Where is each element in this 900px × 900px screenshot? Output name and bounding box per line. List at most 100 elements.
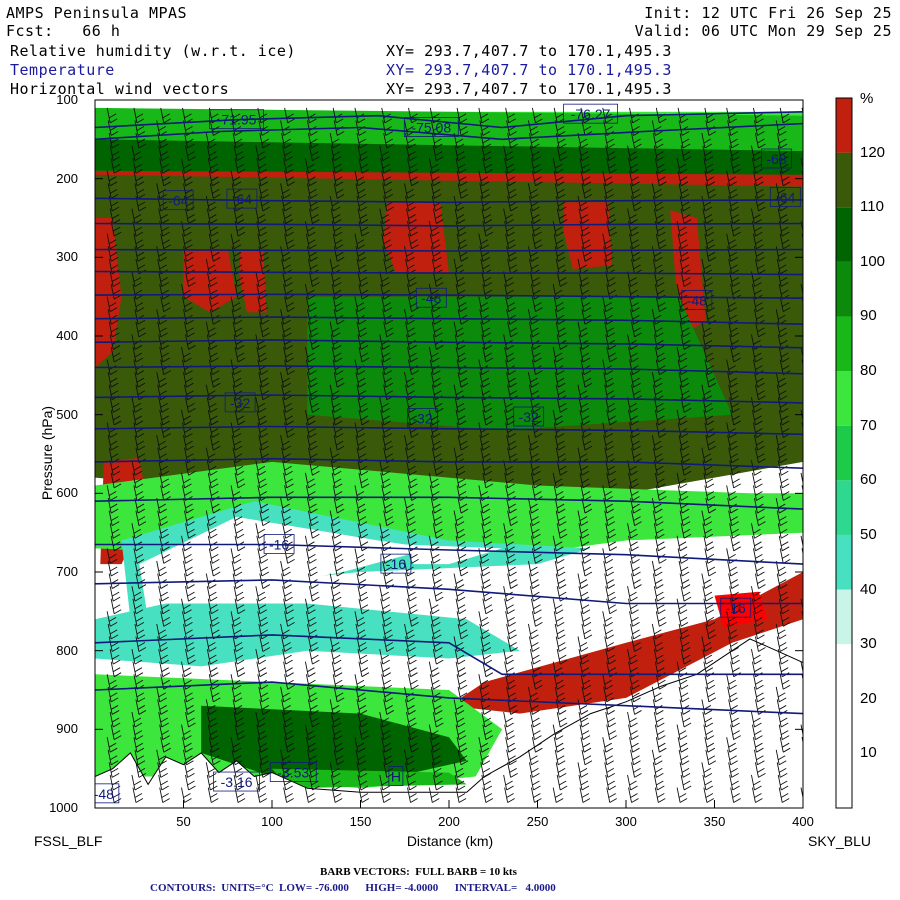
wind-barb <box>651 749 663 766</box>
wind-barb <box>776 636 788 652</box>
wind-barb <box>651 246 663 262</box>
wind-barb <box>627 460 638 476</box>
wind-barb <box>778 787 790 803</box>
wind-barb <box>135 321 147 338</box>
wind-barb <box>604 132 615 149</box>
wind-barb <box>531 170 543 187</box>
wind-barb <box>777 711 789 728</box>
wind-barb <box>653 711 665 728</box>
wind-barb <box>429 548 441 564</box>
wind-barb <box>481 271 493 287</box>
wind-barb <box>156 372 167 388</box>
wind-barb <box>478 233 490 250</box>
wind-barb <box>109 460 121 476</box>
wind-barb <box>135 132 147 149</box>
wind-barb <box>358 598 370 615</box>
wind-barb <box>454 711 466 728</box>
wind-barb <box>629 674 640 690</box>
wind-barb <box>606 724 617 741</box>
wind-barb <box>258 372 270 388</box>
wind-barb <box>676 724 688 741</box>
wind-barb <box>727 686 738 703</box>
wind-barb <box>754 510 766 527</box>
wind-barb <box>754 447 766 464</box>
wind-barb <box>729 711 740 728</box>
wind-barb <box>284 422 295 438</box>
left-end-label: FSSL_BLF <box>34 833 103 849</box>
wind-barb <box>432 711 444 728</box>
wind-barb <box>629 170 640 187</box>
wind-barb <box>156 560 167 577</box>
wind-barb <box>331 221 343 237</box>
wind-barb <box>158 649 169 665</box>
wind-barb <box>577 573 589 589</box>
wind-barb <box>602 296 613 313</box>
wind-barb <box>480 636 492 652</box>
wind-barb <box>332 296 344 313</box>
wind-barb <box>653 334 665 350</box>
colorbar-label: 10 <box>860 744 877 762</box>
wind-barb <box>503 523 514 539</box>
wind-barb <box>205 699 217 715</box>
wind-barb <box>775 120 787 136</box>
wind-barb <box>404 372 415 388</box>
wind-barb <box>380 598 391 615</box>
wind-barb <box>208 674 220 690</box>
wind-barb <box>804 511 814 526</box>
wind-barb <box>728 573 739 589</box>
wind-barb <box>679 510 691 527</box>
wind-barb <box>330 774 342 791</box>
wind-barb <box>750 711 762 728</box>
wind-barb <box>776 258 788 275</box>
wind-barb <box>729 397 740 413</box>
wind-barb <box>503 711 514 728</box>
wind-barb <box>259 510 271 527</box>
wind-barb <box>255 334 267 350</box>
wind-barb <box>160 422 171 438</box>
wind-barb <box>726 422 737 438</box>
wind-barb <box>305 233 317 250</box>
wind-barb <box>730 598 741 615</box>
wind-barb <box>531 674 543 690</box>
wind-barb <box>776 132 788 149</box>
wind-barb <box>408 233 419 250</box>
wind-barb <box>330 208 342 224</box>
wind-barb <box>504 472 515 489</box>
wind-barb <box>280 246 291 262</box>
wind-barb <box>655 233 667 250</box>
wind-barb <box>357 649 369 665</box>
colorbar-label: 80 <box>860 362 877 380</box>
wind-barb <box>158 774 169 791</box>
wind-barb <box>630 623 641 640</box>
wind-barb <box>606 472 617 489</box>
y-tick-label: 500 <box>56 406 78 422</box>
wind-barb <box>259 321 271 338</box>
wind-barb <box>281 510 292 527</box>
wind-barb <box>555 573 567 589</box>
wind-barb <box>503 460 514 476</box>
wind-barb <box>704 233 716 250</box>
wind-barb <box>181 158 192 174</box>
colorbar-swatch <box>836 589 852 645</box>
wind-barb <box>134 435 146 451</box>
wind-barb <box>205 132 217 149</box>
wind-barb <box>183 497 194 514</box>
wind-barb <box>802 183 803 186</box>
contour-label: -3.53 <box>269 762 317 782</box>
wind-barb <box>185 711 196 728</box>
wind-barb <box>752 485 764 501</box>
wind-barb <box>380 661 391 678</box>
wind-barb <box>281 321 292 338</box>
wind-barb <box>355 435 367 451</box>
field-rh: Relative humidity (w.r.t. ice) <box>10 42 296 60</box>
wind-barb <box>528 762 540 778</box>
wind-barb <box>678 560 690 577</box>
wind-barb <box>428 787 440 803</box>
x-axis-label: Distance (km) <box>406 833 494 849</box>
wind-barb <box>605 523 616 539</box>
wind-barb <box>132 787 144 803</box>
wind-barb <box>529 523 541 539</box>
wind-barb <box>677 170 689 187</box>
wind-barb <box>331 661 343 678</box>
wind-barb <box>182 611 193 627</box>
